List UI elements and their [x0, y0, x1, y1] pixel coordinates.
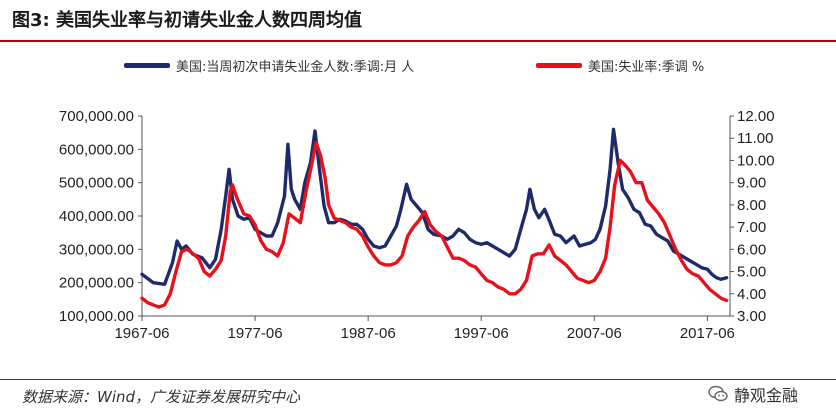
- data-source-note: 数据来源：Wind，广发证券发展研究中心: [22, 388, 301, 406]
- legend-label-claims: 美国:当周初次申请失业金人数:季调:月 人: [176, 60, 415, 75]
- x-tick-label: 1977-06: [228, 325, 283, 342]
- title-divider: [0, 40, 836, 42]
- legend-label-unemployment: 美国:失业率:季调 %: [588, 60, 705, 75]
- y-right-tick-label: 7.00: [737, 219, 766, 236]
- legend-item-claims: 美国:当周初次申请失业金人数:季调:月 人: [124, 56, 414, 75]
- y-right-tick-label: 4.00: [737, 286, 766, 303]
- y-left-tick-label: 700,000.00: [59, 108, 134, 125]
- wechat-icon: [708, 385, 728, 402]
- legend-swatch-claims: [124, 63, 170, 68]
- unemployment-series-line: [140, 141, 729, 309]
- y-left-tick-label: 400,000.00: [59, 208, 134, 225]
- x-tick-label: 2017-06: [680, 325, 735, 342]
- x-tick-label: 1987-06: [341, 325, 396, 342]
- x-tick-label: 2007-06: [567, 325, 622, 342]
- y-left-tick-label: 500,000.00: [59, 175, 134, 192]
- x-tick-label: 1967-06: [114, 325, 169, 342]
- y-right-tick-label: 8.00: [737, 197, 766, 214]
- y-right-tick-label: 12.00: [737, 108, 775, 125]
- y-right-tick-label: 9.00: [737, 175, 766, 192]
- x-tick-label: 1997-06: [454, 325, 509, 342]
- y-right-tick-label: 11.00: [737, 130, 773, 147]
- y-left-tick-label: 300,000.00: [59, 241, 134, 258]
- brand-name: 静观金融: [734, 386, 799, 405]
- footer-divider: [0, 379, 836, 380]
- chart-axes: 100,000.00 200,000.00 300,000.00 400,000.00…: [59, 108, 775, 342]
- y-right-tick-label: 10.00: [737, 152, 775, 169]
- y-left-tick-label: 100,000.00: [59, 308, 134, 325]
- y-right-tick-label: 6.00: [737, 241, 766, 258]
- y-left-tick-label: 600,000.00: [59, 141, 134, 158]
- legend-swatch-unemployment: [536, 63, 582, 68]
- line-chart: 100,000.00 200,000.00 300,000.00 400,000.00…: [59, 108, 775, 342]
- brand-badge[interactable]: 静观金融: [708, 382, 798, 406]
- y-right-tick-label: 5.00: [737, 264, 766, 281]
- figure-title: 图3: 美国失业率与初请失业金人数四周均值: [12, 10, 362, 31]
- chart-legend: 美国:当周初次申请失业金人数:季调:月 人 美国:失业率:季调 %: [0, 56, 836, 78]
- y-left-tick-label: 200,000.00: [59, 275, 134, 292]
- chart-series: [140, 127, 729, 309]
- y-right-tick-label: 3.00: [737, 308, 766, 325]
- legend-item-unemployment: 美国:失业率:季调 %: [536, 56, 704, 75]
